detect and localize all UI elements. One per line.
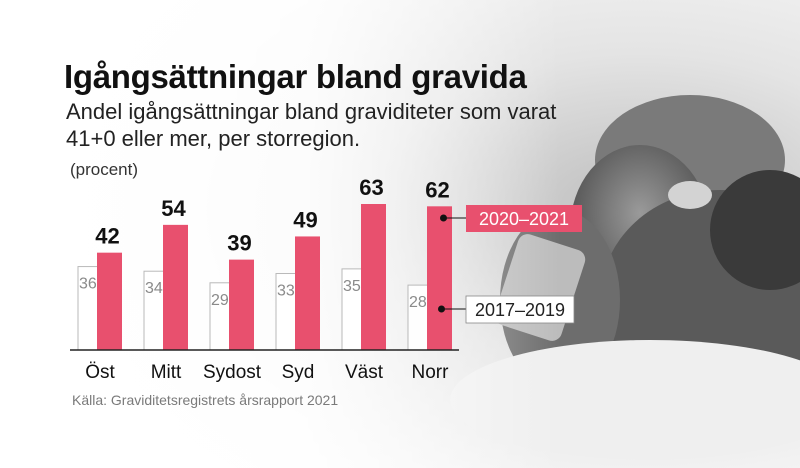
chart-subtitle: Andel igångsättningar bland graviditeter… bbox=[66, 99, 557, 151]
category-label: Sydost bbox=[203, 362, 262, 383]
value-label-2020-2021: 39 bbox=[227, 231, 251, 256]
legend-label-2020-2021: 2020–2021 bbox=[479, 209, 569, 229]
bar-2020-2021 bbox=[295, 236, 320, 350]
chart-title: Igångsättningar bland gravida bbox=[64, 58, 527, 95]
value-label-2017-2019: 29 bbox=[211, 292, 229, 309]
category-label: Väst bbox=[345, 362, 384, 383]
value-label-2017-2019: 28 bbox=[409, 294, 427, 311]
value-label-2020-2021: 42 bbox=[95, 224, 119, 249]
category-label: Öst bbox=[85, 362, 115, 383]
bar-2020-2021 bbox=[163, 224, 188, 350]
bar-2020-2021 bbox=[361, 204, 386, 350]
legend-box-2020-2021 bbox=[466, 205, 582, 232]
bar-2020-2021 bbox=[427, 206, 452, 350]
bar-2020-2021 bbox=[229, 259, 254, 350]
legend-box-2017-2019 bbox=[465, 295, 575, 324]
value-label-2017-2019: 36 bbox=[79, 276, 97, 293]
value-label-2017-2019: 33 bbox=[277, 283, 295, 300]
source-note: Källa: Graviditetsregistrets årsrapport … bbox=[72, 392, 339, 408]
legend-label-2017-2019: 2017–2019 bbox=[475, 300, 565, 320]
value-label-2017-2019: 34 bbox=[145, 280, 163, 297]
value-label-2020-2021: 63 bbox=[359, 175, 383, 200]
value-label-2020-2021: 62 bbox=[425, 177, 449, 202]
bar-2020-2021 bbox=[97, 252, 122, 350]
category-label: Mitt bbox=[151, 362, 182, 383]
unit-label: (procent) bbox=[70, 160, 139, 179]
category-label: Syd bbox=[282, 362, 315, 383]
value-label-2020-2021: 49 bbox=[293, 207, 317, 232]
value-label-2020-2021: 54 bbox=[161, 196, 186, 221]
value-label-2017-2019: 35 bbox=[343, 278, 361, 295]
category-label: Norr bbox=[412, 362, 450, 383]
